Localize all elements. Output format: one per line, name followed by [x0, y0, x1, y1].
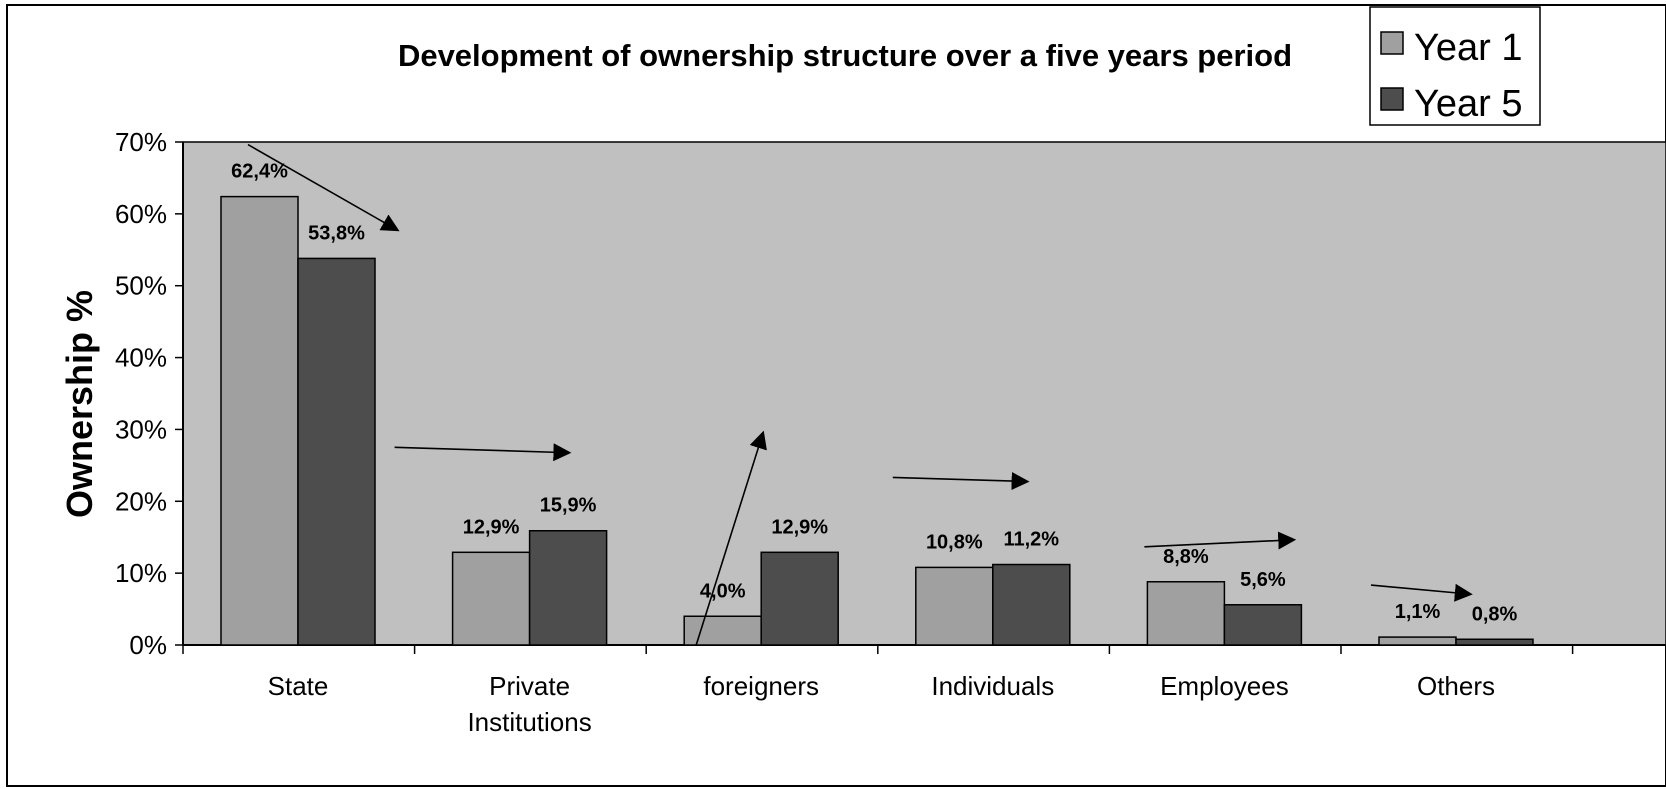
- bar-year-1: [451, 551, 531, 646]
- x-axis: State Private Institutions foreigners Indivi…: [182, 644, 1666, 737]
- y-tick-label: 40%: [115, 343, 167, 373]
- bar-year-5: [297, 257, 376, 646]
- x-category-label: Individuals: [931, 671, 1054, 701]
- y-axis: 0% 10% 20% 30% 40% 50% 60% 70%: [115, 127, 184, 660]
- data-label: 1,1%: [1395, 601, 1441, 623]
- data-label: 12,9%: [771, 516, 828, 538]
- chart-area-border: [6, 4, 1666, 787]
- legend-swatch: [1380, 31, 1404, 55]
- bar-year-1: [220, 195, 299, 646]
- legend-label: Year 5: [1414, 83, 1522, 125]
- y-tick-label: 20%: [115, 486, 167, 516]
- data-label: 12,9%: [463, 516, 520, 538]
- legend-swatch: [1380, 87, 1404, 111]
- bars-group: [220, 195, 1534, 646]
- legend-label: Year 1: [1414, 27, 1522, 69]
- x-category-label: foreigners: [703, 671, 819, 701]
- data-label: 53,8%: [308, 222, 365, 244]
- bar-year-1: [915, 566, 994, 646]
- legend: Year 1 Year 5: [1369, 6, 1541, 126]
- bar-year-1: [683, 615, 762, 646]
- data-label: 10,8%: [926, 531, 983, 553]
- data-labels-group: 62,4% 53,8% 12,9% 15,9% 4,0% 12,9% 10,8% 11,2% 8…: [231, 161, 1517, 626]
- data-label: 8,8%: [1163, 546, 1209, 568]
- x-category-label: Institutions: [467, 707, 591, 737]
- y-tick-label: 0%: [129, 630, 167, 660]
- bar-year-5: [760, 551, 839, 646]
- x-category-label: Others: [1417, 671, 1495, 701]
- bar-year-5: [1455, 638, 1534, 646]
- y-tick-label: 50%: [115, 271, 167, 301]
- x-category-label: Employees: [1160, 671, 1289, 701]
- data-label: 4,0%: [700, 580, 746, 602]
- trend-arrow: [695, 430, 767, 646]
- data-label: 5,6%: [1240, 569, 1286, 591]
- plot-area: [182, 141, 1666, 646]
- trend-arrow: [1144, 531, 1297, 550]
- trend-arrow: [247, 143, 400, 232]
- trend-arrow: [892, 472, 1030, 491]
- data-label: 62,4%: [231, 161, 288, 183]
- bar-year-5: [992, 563, 1071, 646]
- y-axis-title: Ownership %: [59, 290, 100, 518]
- y-tick-label: 10%: [115, 558, 167, 588]
- trend-arrow: [394, 443, 572, 462]
- bar-year-1: [1378, 636, 1457, 646]
- y-tick-label: 70%: [115, 127, 167, 157]
- trend-arrows-group: [247, 143, 1473, 646]
- bar-year-5: [528, 529, 608, 646]
- trend-arrow: [1370, 583, 1473, 602]
- data-label: 11,2%: [1003, 529, 1059, 551]
- y-tick-label: 60%: [115, 199, 167, 229]
- x-category-label: Private: [489, 671, 570, 701]
- data-label: 0,8%: [1472, 603, 1518, 625]
- data-label: 15,9%: [540, 495, 597, 517]
- bar-year-5: [1223, 604, 1303, 646]
- y-tick-label: 30%: [115, 414, 167, 444]
- x-category-label: State: [268, 671, 329, 701]
- chart-title: Development of ownership structure over …: [398, 38, 1292, 73]
- bar-year-1: [1146, 581, 1226, 646]
